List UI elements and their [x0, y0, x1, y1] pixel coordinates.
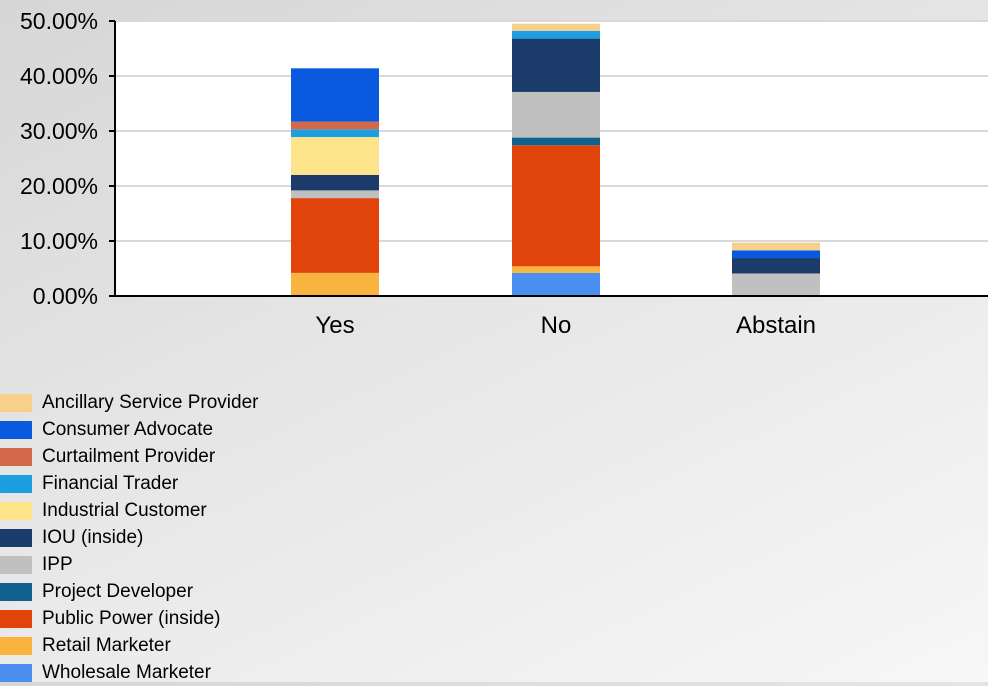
- bar-segment: [291, 137, 379, 175]
- y-tick-label: 50.00%: [20, 8, 98, 34]
- legend-swatch: [0, 582, 32, 601]
- bar-segment: [512, 266, 600, 273]
- legend-swatch: [0, 474, 32, 493]
- x-tick-label: Yes: [315, 312, 354, 339]
- legend-item: Industrial Customer: [0, 497, 258, 524]
- legend: Ancillary Service Provider Consumer Advoc…: [0, 389, 258, 686]
- legend-swatch: [0, 528, 32, 547]
- legend-item: Project Developer: [0, 578, 258, 605]
- x-tick-label: Abstain: [736, 312, 816, 339]
- legend-item: Consumer Advocate: [0, 416, 258, 443]
- bar-segment: [291, 68, 379, 122]
- y-tick-label: 0.00%: [33, 283, 98, 309]
- x-tick-labels: Yes No Abstain: [315, 312, 816, 339]
- legend-item: Financial Trader: [0, 470, 258, 497]
- bar-segment: [512, 91, 600, 138]
- legend-label: IOU (inside): [42, 527, 144, 548]
- x-tick-label: No: [541, 312, 572, 339]
- bar-segment: [512, 38, 600, 92]
- legend-swatch: [0, 663, 32, 682]
- bars: [291, 23, 820, 296]
- legend-swatch: [0, 501, 32, 520]
- y-tick-label: 40.00%: [20, 63, 98, 89]
- legend-label: Consumer Advocate: [42, 419, 214, 440]
- bar-segment: [732, 242, 820, 251]
- bar-segment: [732, 258, 820, 274]
- legend-label: Industrial Customer: [42, 500, 207, 521]
- legend-label: Financial Trader: [42, 473, 179, 494]
- bar-segment: [291, 129, 379, 138]
- bar-segment: [291, 121, 379, 130]
- legend-label: Wholesale Marketer: [42, 662, 211, 683]
- legend-swatch: [0, 609, 32, 628]
- legend-swatch: [0, 447, 32, 466]
- bar-segment: [291, 272, 379, 296]
- y-tick-labels: 0.00% 10.00% 20.00% 30.00% 40.00% 50.00%: [20, 8, 98, 309]
- legend-label: IPP: [42, 554, 73, 575]
- legend-label: Project Developer: [42, 581, 194, 602]
- bar-segment: [512, 137, 600, 146]
- bar-segment: [732, 273, 820, 296]
- bar-segment: [512, 272, 600, 296]
- legend-label: Curtailment Provider: [42, 446, 216, 467]
- bar-segment: [512, 145, 600, 267]
- legend-swatch: [0, 636, 32, 655]
- legend-swatch: [0, 555, 32, 574]
- legend-item: Wholesale Marketer: [0, 659, 258, 686]
- bar-segment: [732, 250, 820, 259]
- y-tick-label: 10.00%: [20, 228, 98, 254]
- legend-label: Retail Marketer: [42, 635, 171, 656]
- legend-item: IPP: [0, 551, 258, 578]
- legend-swatch: [0, 393, 32, 412]
- legend-item: Curtailment Provider: [0, 443, 258, 470]
- legend-item: IOU (inside): [0, 524, 258, 551]
- legend-item: Public Power (inside): [0, 605, 258, 632]
- y-tick-label: 30.00%: [20, 118, 98, 144]
- bar-segment: [291, 175, 379, 191]
- axes: [109, 20, 988, 297]
- bar-segment: [512, 30, 600, 39]
- bar-segment: [291, 198, 379, 273]
- legend-item: Ancillary Service Provider: [0, 389, 258, 416]
- bar-segment: [291, 190, 379, 199]
- y-tick-label: 20.00%: [20, 173, 98, 199]
- legend-swatch: [0, 420, 32, 439]
- legend-label: Ancillary Service Provider: [42, 392, 259, 413]
- legend-label: Public Power (inside): [42, 608, 221, 629]
- bar-segment: [512, 23, 600, 31]
- legend-item: Retail Marketer: [0, 632, 258, 659]
